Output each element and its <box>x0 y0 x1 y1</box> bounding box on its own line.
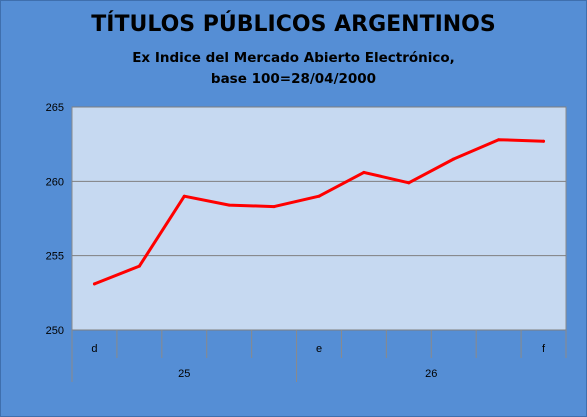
x-sublabel-f: f <box>542 343 546 355</box>
y-tick-label-265: 265 <box>46 102 64 114</box>
data-point <box>542 139 546 143</box>
chart-title: TÍTULOS PÚBLICOS ARGENTINOS <box>91 12 496 37</box>
data-point <box>227 203 231 207</box>
y-tick-label-250: 250 <box>46 325 64 337</box>
data-point <box>362 170 366 174</box>
x-group-label-25: 25 <box>178 368 190 380</box>
data-point <box>497 138 501 142</box>
y-tick-label-260: 260 <box>46 176 64 188</box>
x-sublabel-d: d <box>91 343 97 355</box>
chart-subtitle-line-1: Ex Indice del Mercado Abierto Electrónic… <box>132 50 455 66</box>
data-point <box>272 205 276 209</box>
chart-subtitle-line-2: base 100=28/04/2000 <box>210 71 377 87</box>
y-tick-label-255: 255 <box>46 251 64 263</box>
x-sublabel-e: e <box>316 343 322 355</box>
data-point <box>452 157 456 161</box>
data-point <box>182 194 186 198</box>
data-point <box>317 194 321 198</box>
data-point <box>92 282 96 286</box>
x-group-label-26: 26 <box>425 368 437 380</box>
data-point <box>407 181 411 185</box>
data-point <box>137 264 141 268</box>
plot-area <box>71 106 567 331</box>
